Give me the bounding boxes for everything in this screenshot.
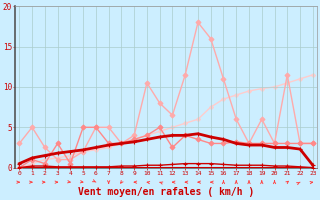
X-axis label: Vent moyen/en rafales ( km/h ): Vent moyen/en rafales ( km/h ) [78, 187, 254, 197]
